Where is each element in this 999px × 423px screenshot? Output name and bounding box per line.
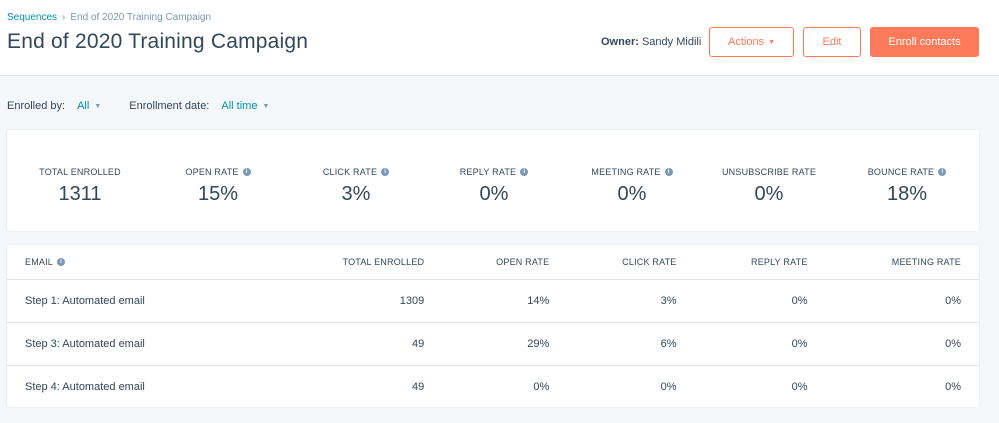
info-icon[interactable]: i bbox=[242, 168, 251, 176]
stat-meeting-rate: MEETING RATE i 0% bbox=[563, 167, 701, 206]
cell-meeting-rate: 0% bbox=[825, 322, 979, 366]
cell-total-enrolled: 1309 bbox=[267, 279, 443, 323]
email-steps-table: EMAIL i TOTAL ENROLLED OPEN RATE CLICK R… bbox=[7, 245, 979, 408]
stat-bounce-rate: BOUNCE RATE i 18% bbox=[838, 167, 976, 206]
cell-click-rate: 6% bbox=[567, 322, 695, 366]
cell-total-enrolled: 49 bbox=[267, 322, 443, 366]
cell-total-enrolled: 49 bbox=[411, 380, 425, 393]
enrolled-by-value: All bbox=[77, 100, 90, 112]
stat-open-rate: OPEN RATE i 15% bbox=[149, 167, 287, 206]
stat-value: 15% bbox=[197, 183, 239, 205]
stat-label: REPLY RATE bbox=[459, 167, 517, 177]
stat-click-rate: CLICK RATE i 3% bbox=[287, 167, 425, 206]
cell-email: Step 3: Automated email bbox=[7, 322, 267, 366]
actions-button[interactable]: Actions ▼ bbox=[709, 27, 794, 57]
info-icon[interactable]: i bbox=[381, 168, 390, 176]
cell-meeting-rate: 0% bbox=[825, 279, 979, 323]
column-header-reply-rate[interactable]: REPLY RATE bbox=[694, 245, 826, 280]
stat-label: CLICK RATE bbox=[322, 167, 378, 177]
table-row[interactable]: Step 4: Automated email 49 0% 0% 0% 0% bbox=[7, 365, 979, 408]
enrollment-date-value: All time bbox=[221, 100, 258, 112]
enroll-contacts-button[interactable]: Enroll contacts bbox=[870, 27, 979, 57]
table-header-row: EMAIL i TOTAL ENROLLED OPEN RATE CLICK R… bbox=[7, 245, 979, 280]
cell-email: Step 1: Automated email bbox=[7, 279, 267, 323]
stat-label: MEETING RATE bbox=[591, 167, 661, 177]
stat-label: BOUNCE RATE bbox=[867, 167, 935, 177]
owner-label: Owner: bbox=[601, 36, 639, 48]
stat-label: TOTAL ENROLLED bbox=[39, 167, 121, 177]
stat-value: 1311 bbox=[58, 183, 102, 205]
enrolled-by-filter: Enrolled by: All ▼ bbox=[7, 100, 101, 112]
stat-unsubscribe-rate: UNSUBSCRIBE RATE 0% bbox=[700, 167, 838, 206]
cell-email: Step 4: Automated email bbox=[25, 380, 145, 393]
column-header-click-rate[interactable]: CLICK RATE bbox=[567, 245, 695, 280]
enrollment-date-dropdown[interactable]: All time ▼ bbox=[221, 100, 269, 112]
stat-value: 18% bbox=[886, 183, 928, 205]
page-header: Sequences › End of 2020 Training Campaig… bbox=[0, 0, 999, 76]
caret-down-icon: ▼ bbox=[768, 38, 775, 46]
stat-value: 0% bbox=[479, 183, 509, 205]
enrollment-date-filter: Enrollment date: All time ▼ bbox=[129, 100, 269, 112]
email-steps-table-card: EMAIL i TOTAL ENROLLED OPEN RATE CLICK R… bbox=[6, 244, 980, 408]
filter-bar: Enrolled by: All ▼ Enrollment date: All … bbox=[7, 100, 297, 112]
stats-summary-card: TOTAL ENROLLED 1311 OPEN RATE i 15% CLIC… bbox=[6, 129, 980, 232]
cell-open-rate: 29% bbox=[442, 322, 568, 366]
column-header-total-enrolled[interactable]: TOTAL ENROLLED bbox=[267, 245, 443, 280]
stat-value: 3% bbox=[341, 183, 371, 205]
caret-down-icon: ▼ bbox=[94, 102, 102, 110]
column-header-meeting-rate[interactable]: MEETING RATE bbox=[825, 245, 979, 280]
enrolled-by-label: Enrolled by: bbox=[7, 100, 66, 112]
cell-reply-rate: 0% bbox=[694, 279, 826, 323]
cell-click-rate: 3% bbox=[567, 279, 695, 323]
stat-value: 0% bbox=[754, 183, 784, 205]
breadcrumb: Sequences › End of 2020 Training Campaig… bbox=[7, 12, 211, 23]
stat-label: UNSUBSCRIBE RATE bbox=[721, 167, 817, 177]
column-header-open-rate[interactable]: OPEN RATE bbox=[442, 245, 568, 280]
breadcrumb-current: End of 2020 Training Campaign bbox=[70, 12, 212, 23]
owner-info: Owner: Sandy Midili bbox=[601, 36, 701, 48]
chevron-right-icon: › bbox=[62, 12, 66, 23]
table-row[interactable]: Step 1: Automated email 1309 14% 3% 0% 0… bbox=[7, 279, 979, 323]
enrollment-date-label: Enrollment date: bbox=[129, 100, 210, 112]
cell-reply-rate: 0% bbox=[791, 380, 808, 393]
caret-down-icon: ▼ bbox=[262, 102, 270, 110]
cell-click-rate: 0% bbox=[660, 380, 677, 393]
cell-reply-rate: 0% bbox=[694, 322, 826, 366]
page-title: End of 2020 Training Campaign bbox=[7, 30, 309, 53]
edit-button[interactable]: Edit bbox=[803, 27, 861, 57]
stat-total-enrolled: TOTAL ENROLLED 1311 bbox=[11, 167, 149, 206]
breadcrumb-sequences-link[interactable]: Sequences bbox=[7, 12, 58, 23]
cell-open-rate: 0% bbox=[533, 380, 550, 393]
info-icon[interactable]: i bbox=[938, 168, 947, 176]
info-icon[interactable]: i bbox=[520, 168, 529, 176]
column-header-email[interactable]: EMAIL i bbox=[7, 245, 267, 280]
table-row[interactable]: Step 3: Automated email 49 29% 6% 0% 0% bbox=[7, 322, 979, 366]
info-icon[interactable]: i bbox=[57, 257, 66, 266]
owner-name: Sandy Midili bbox=[641, 36, 702, 48]
stat-reply-rate: REPLY RATE i 0% bbox=[425, 167, 563, 206]
actions-button-label: Actions bbox=[727, 36, 765, 48]
stat-label: OPEN RATE bbox=[185, 167, 239, 177]
stat-value: 0% bbox=[617, 183, 647, 205]
enrolled-by-dropdown[interactable]: All ▼ bbox=[77, 100, 101, 112]
cell-meeting-rate: 0% bbox=[945, 380, 961, 393]
info-icon[interactable]: i bbox=[664, 168, 673, 176]
cell-open-rate: 14% bbox=[442, 279, 568, 323]
